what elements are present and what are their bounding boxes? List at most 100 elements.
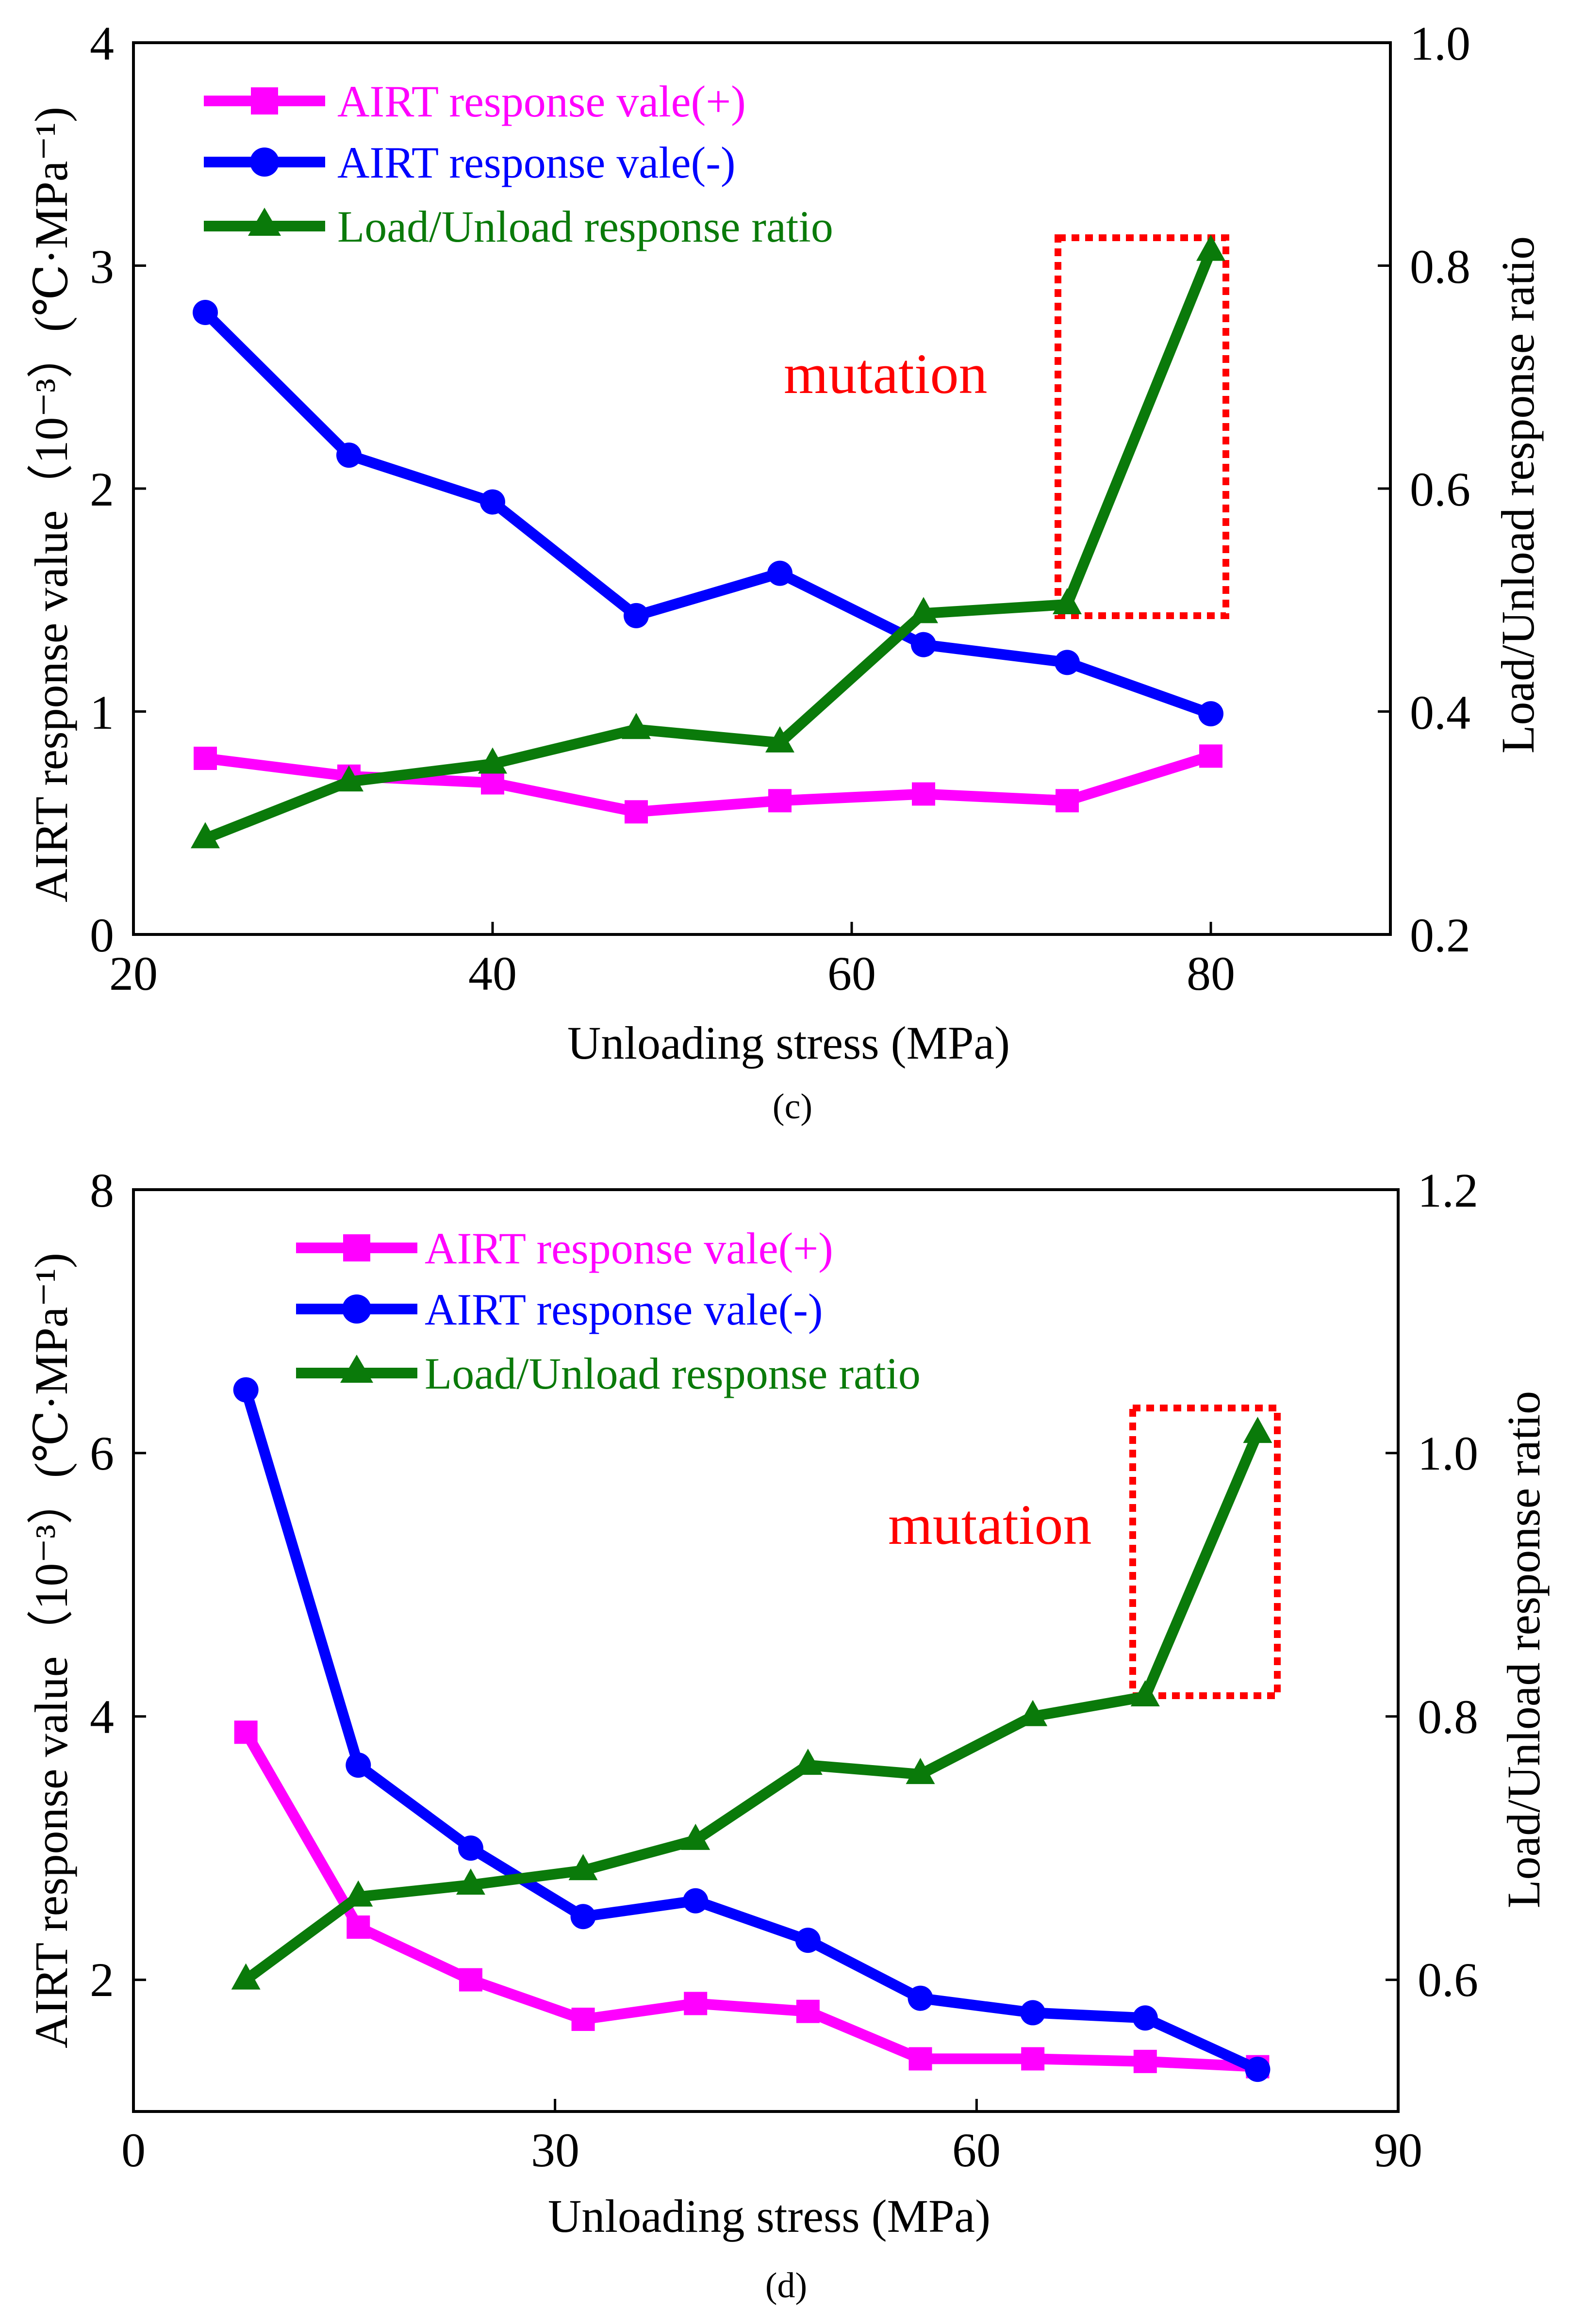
data-point-triangle	[622, 713, 651, 739]
x-tick-label: 0	[121, 2123, 146, 2177]
y-left-tick-label: 0	[90, 908, 114, 962]
y-right-tick-label: 1.0	[1418, 1426, 1478, 1480]
y-right-tick-label: 0.8	[1410, 240, 1470, 294]
panel-d: 0 30 60 90 2 4 6 8 0.6 0.8 1.0 1.2 Unloa…	[25, 1163, 1550, 2306]
plot-frame-d	[132, 1188, 1400, 2113]
y-left-axis-title: AIRT response value（10⁻³）(℃·MPa⁻¹)	[25, 107, 77, 902]
legend-marker-circle	[250, 147, 279, 177]
data-point-square	[194, 746, 217, 770]
data-point-circle	[458, 1835, 483, 1861]
data-point-triangle	[681, 1823, 710, 1850]
data-point-square	[347, 1915, 370, 1939]
data-point-triangle	[1018, 1700, 1048, 1726]
y-left-tick-label: 2	[90, 1953, 114, 2007]
panel-c: 20 40 60 80 0 1 2 3 4 0.2 0.4 0.6 0.8 1.…	[25, 16, 1544, 1127]
data-point-circle	[767, 560, 792, 586]
series-line-minus	[200, 307, 1216, 720]
y-left-tick-label: 8	[90, 1163, 114, 1217]
y-left-tick-label: 4	[90, 1690, 114, 1744]
legend-marker-square	[343, 1234, 370, 1261]
data-point-circle	[1245, 2057, 1271, 2082]
caption-c: (c)	[773, 1087, 812, 1127]
data-point-circle	[336, 442, 362, 468]
data-point-circle	[480, 489, 505, 515]
data-point-triangle	[568, 1854, 598, 1881]
data-point-square	[684, 1992, 708, 2015]
data-point-triangle	[478, 747, 507, 774]
x-axis-title: Unloading stress (MPa)	[548, 2190, 991, 2242]
data-point-circle	[911, 632, 936, 657]
mutation-box	[1055, 234, 1229, 619]
legend-marker-circle	[342, 1294, 371, 1324]
y-left-tick-label: 6	[90, 1426, 114, 1480]
legend-label-minus: AIRT response vale(-)	[425, 1285, 823, 1334]
series-line-minus	[240, 1384, 1263, 2075]
y-right-tick-label: 1.2	[1418, 1163, 1478, 1217]
mutation-label: mutation	[784, 342, 988, 406]
y-left-tick-label: 2	[90, 462, 114, 516]
legend-label-plus: AIRT response vale(+)	[337, 77, 746, 126]
data-point-square	[1021, 2047, 1045, 2071]
data-point-triangle	[909, 597, 938, 623]
data-point-circle	[1055, 650, 1080, 675]
data-point-circle	[233, 1377, 259, 1403]
data-point-circle	[1198, 701, 1223, 727]
y-right-axis-title: Load/Unload response ratio	[1498, 1391, 1550, 1908]
data-point-square	[796, 1999, 820, 2023]
data-point-triangle	[1196, 234, 1225, 261]
data-point-square	[571, 2008, 595, 2031]
y-left-tick-label: 3	[90, 240, 114, 294]
series-line-plus	[240, 1727, 1263, 2072]
series-line-ratio	[200, 245, 1216, 844]
ticks-d	[132, 1188, 1400, 2111]
data-point-circle	[1020, 2000, 1046, 2026]
y-right-tick-label: 0.6	[1410, 462, 1470, 516]
legend-marker-square	[251, 87, 278, 115]
data-point-circle	[570, 1904, 596, 1930]
data-point-square	[234, 1720, 258, 1744]
legend-label-plus: AIRT response vale(+)	[425, 1224, 833, 1273]
series-line-ratio	[240, 1428, 1263, 1985]
data-point-circle	[624, 603, 649, 628]
x-tick-label: 30	[531, 2123, 579, 2177]
y-right-tick-label: 0.2	[1410, 908, 1470, 962]
mutation-label: mutation	[888, 1493, 1092, 1556]
x-tick-label: 20	[109, 947, 158, 1000]
legend-label-ratio: Load/Unload response ratio	[337, 202, 833, 251]
legend-c: AIRT response vale(+) AIRT response vale…	[204, 77, 833, 251]
x-tick-label: 60	[827, 947, 876, 1000]
data-point-triangle	[231, 1963, 261, 1990]
x-axis-title: Unloading stress (MPa)	[567, 1017, 1010, 1069]
data-point-circle	[795, 1928, 821, 1953]
y-right-axis-title: Load/Unload response ratio	[1492, 236, 1544, 753]
data-point-triangle	[1243, 1417, 1272, 1443]
data-point-triangle	[344, 1880, 373, 1907]
data-point-square	[1199, 744, 1222, 768]
x-tick-label: 60	[952, 2123, 1001, 2177]
data-point-triangle	[1130, 1680, 1160, 1706]
data-point-triangle	[334, 765, 363, 792]
y-left-axis-title: AIRT response value（10⁻³）(℃·MPa⁻¹)	[25, 1253, 77, 2048]
data-point-circle	[683, 1888, 709, 1914]
data-point-triangle	[191, 822, 220, 849]
data-point-circle	[1132, 2005, 1158, 2031]
data-point-square	[625, 800, 648, 824]
y-right-tick-label: 0.6	[1418, 1953, 1478, 2007]
data-point-triangle	[906, 1758, 935, 1784]
data-point-square	[908, 2047, 932, 2071]
data-point-circle	[193, 299, 218, 325]
caption-d: (d)	[765, 2266, 807, 2306]
y-right-tick-label: 1.0	[1410, 16, 1470, 70]
legend-marker-triangle	[248, 208, 281, 236]
data-point-triangle	[765, 726, 794, 753]
legend-label-minus: AIRT response vale(-)	[337, 138, 736, 187]
legend-marker-triangle	[340, 1355, 373, 1383]
data-point-triangle	[793, 1749, 823, 1775]
data-point-circle	[908, 1985, 933, 2011]
x-tick-label: 40	[468, 947, 517, 1000]
legend-label-ratio: Load/Unload response ratio	[425, 1349, 921, 1398]
mutation-box	[1129, 1405, 1281, 1699]
data-point-square	[768, 789, 792, 813]
y-right-tick-label: 0.8	[1418, 1690, 1478, 1744]
